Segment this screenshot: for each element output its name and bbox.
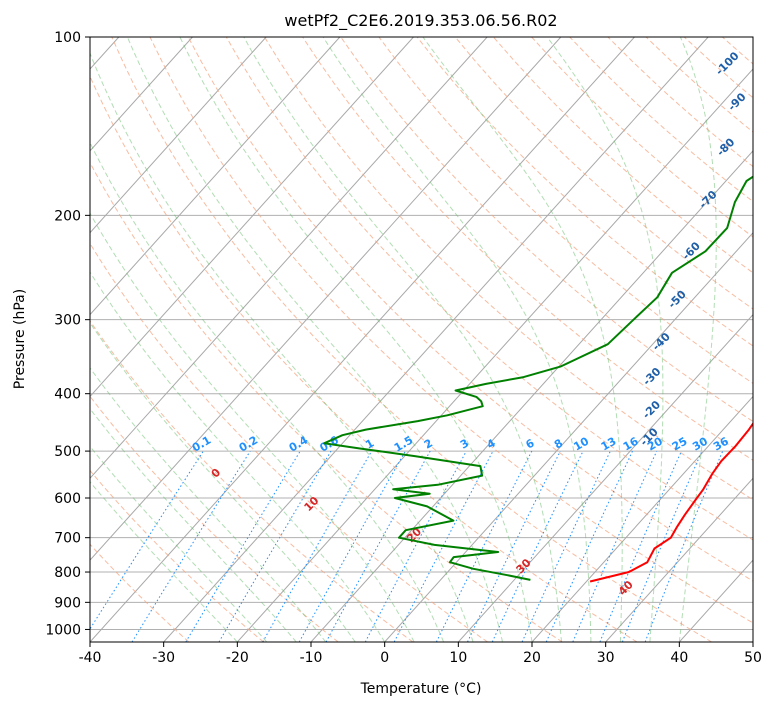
x-tick-label: -30	[152, 650, 175, 666]
mixing-ratio-line	[90, 450, 204, 630]
isotherm-line	[531, 395, 753, 642]
moist-adiabat	[546, 37, 664, 642]
isotherm-line	[90, 37, 341, 316]
isotherm-line	[605, 477, 753, 642]
mixing-ratio-line	[621, 450, 703, 642]
mixing-ratio-line	[298, 450, 406, 642]
y-axis-ticks: 100 200 300 400 500 600 700 800 900 1000	[45, 30, 90, 638]
temperature-profile	[589, 421, 753, 583]
dry-adiabat	[90, 320, 414, 642]
mixing-ratio-line	[364, 450, 467, 642]
moist-adiabat	[678, 37, 717, 642]
x-tick-label: -40	[79, 650, 102, 666]
dewpoint-profile	[323, 175, 753, 581]
isotherm-line	[236, 68, 753, 642]
mixing-ratio-line	[325, 450, 431, 642]
chart-title: wetPf2_C2E6.2019.353.06.56.R02	[284, 11, 557, 31]
moist-adiabat	[90, 445, 268, 642]
moist-adiabat	[179, 37, 533, 642]
mixing-ratio-line	[644, 450, 724, 642]
moist-adiabat	[90, 407, 297, 642]
dry-adiabat	[90, 161, 563, 642]
y-tick-label: 900	[54, 595, 81, 611]
mixing-ratio-line	[435, 450, 533, 642]
moist-adiabat	[126, 37, 503, 642]
isotherm-line	[163, 37, 709, 642]
x-tick-label: -20	[226, 650, 249, 666]
x-axis-ticks: -40 -30 -20 -10 0 10 20 30 40 50	[79, 642, 762, 666]
y-tick-label: 700	[54, 531, 81, 547]
moist-adiabat	[422, 37, 623, 642]
moist-adiabat	[90, 322, 356, 642]
moist-adiabat	[90, 51, 474, 642]
moist-adiabat	[322, 37, 592, 642]
isotherm-line	[457, 313, 753, 642]
moist-adiabat	[90, 481, 238, 642]
y-tick-label: 600	[54, 491, 81, 507]
mixing-ratio-line	[545, 450, 633, 642]
dry-adiabat	[416, 37, 753, 347]
plot-frame	[89, 36, 754, 643]
dry-adiabat	[454, 37, 753, 310]
isobar-grid	[90, 37, 753, 630]
dry-adiabat	[340, 37, 753, 423]
profiles	[323, 175, 753, 583]
x-tick-label: 0	[380, 650, 389, 666]
isotherm-line	[90, 37, 267, 234]
dry-adiabat	[90, 242, 488, 642]
plot-area: 0.1 0.2 0.4 0.6 1 1.5 2 3 4 6 8 10 13 16 20 25 30 3601020…	[90, 37, 753, 642]
isotherm-line	[90, 37, 562, 561]
y-axis-label: Pressure (hPa)	[12, 289, 28, 389]
dry-adiabat	[187, 37, 753, 582]
dry-adiabat	[111, 37, 712, 642]
mixing-ratio-line	[599, 450, 682, 642]
dry-adiabat	[149, 37, 753, 624]
dry-adiabat	[264, 37, 753, 501]
mixing-ratio-line	[572, 450, 658, 642]
isotherm-line	[90, 37, 635, 642]
x-tick-label: 30	[597, 650, 615, 666]
y-tick-label: 200	[54, 208, 81, 224]
mixing-ratio-lines	[90, 450, 724, 642]
x-axis-label: Temperature (°C)	[360, 681, 482, 697]
dry-adiabat	[225, 37, 753, 541]
x-tick-label: 50	[744, 650, 762, 666]
x-tick-label: -10	[300, 650, 323, 666]
y-tick-label: 800	[54, 565, 81, 581]
dry-adiabat	[90, 469, 264, 642]
x-tick-label: 20	[523, 650, 541, 666]
moist-adiabat	[90, 271, 386, 642]
y-tick-label: 400	[54, 387, 81, 403]
y-tick-label: 100	[54, 30, 81, 46]
y-tick-label: 500	[54, 444, 81, 460]
mixing-ratio-line	[131, 450, 251, 642]
moist-adiabat	[243, 37, 562, 642]
y-tick-label: 300	[54, 313, 81, 329]
y-tick-label: 1000	[45, 622, 81, 638]
isotherm-line	[90, 37, 414, 398]
moist-adiabats	[90, 37, 717, 642]
x-tick-label: 40	[670, 650, 688, 666]
isotherm-line	[90, 37, 488, 480]
moist-adiabat	[90, 141, 445, 642]
isotherm-line	[90, 37, 193, 152]
x-tick-label: 10	[449, 650, 467, 666]
moist-adiabat	[90, 212, 415, 642]
isotherm-line	[384, 231, 753, 642]
